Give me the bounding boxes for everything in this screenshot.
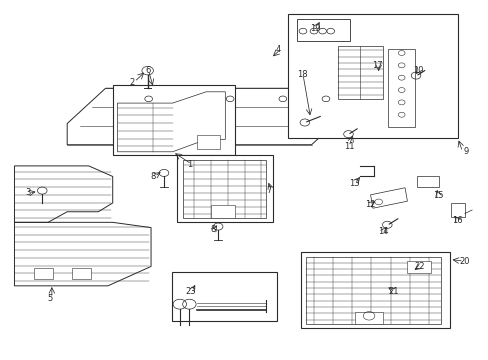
Text: 1: 1 — [186, 159, 192, 168]
Bar — [354, 312, 383, 324]
Bar — [196, 135, 219, 149]
Bar — [287, 14, 457, 138]
Bar — [297, 19, 349, 41]
Text: 3: 3 — [25, 188, 31, 197]
Text: 10: 10 — [412, 66, 422, 75]
Bar — [171, 272, 277, 321]
Bar — [34, 268, 53, 279]
Bar — [112, 85, 234, 155]
Text: 12: 12 — [364, 200, 374, 209]
Bar — [210, 206, 234, 218]
Bar — [177, 155, 273, 222]
Text: 11: 11 — [343, 142, 353, 151]
Bar — [407, 261, 430, 274]
Bar — [301, 252, 448, 328]
Text: 6: 6 — [145, 66, 150, 75]
Text: 15: 15 — [432, 192, 443, 201]
Text: 19: 19 — [309, 24, 320, 33]
Text: 4: 4 — [275, 45, 280, 54]
Text: 21: 21 — [388, 287, 398, 296]
Text: 23: 23 — [185, 287, 196, 296]
Text: 14: 14 — [377, 227, 388, 236]
Text: 20: 20 — [459, 257, 469, 266]
Text: 18: 18 — [296, 70, 306, 79]
Text: 8: 8 — [150, 172, 156, 181]
Text: 16: 16 — [451, 216, 462, 225]
Text: 7: 7 — [266, 186, 271, 195]
Text: 22: 22 — [413, 262, 424, 271]
Text: 9: 9 — [462, 147, 468, 156]
Text: 2: 2 — [129, 78, 134, 87]
Text: 17: 17 — [372, 61, 382, 70]
Text: 8: 8 — [210, 225, 216, 234]
Text: 5: 5 — [48, 294, 53, 303]
Text: 13: 13 — [349, 179, 359, 188]
Bar — [72, 268, 91, 279]
